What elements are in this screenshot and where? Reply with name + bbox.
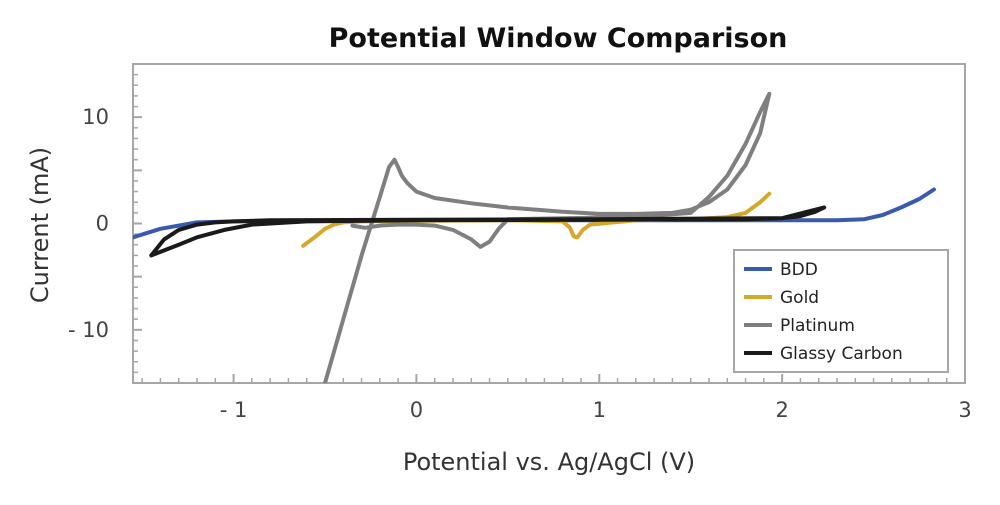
x-tick-label: 2: [775, 398, 788, 422]
legend-label: Glassy Carbon: [780, 344, 903, 364]
series-line-platinum: [323, 91, 772, 383]
y-tick-label: 0: [96, 212, 109, 236]
legend: BDD Gold Platinum Glassy Carbon: [733, 249, 949, 373]
legend-label: BDD: [780, 260, 818, 280]
x-tick-label: 1: [593, 398, 606, 422]
x-tick-label: 0: [410, 398, 423, 422]
y-tick-label: - 10: [68, 318, 109, 342]
x-tick-label: - 1: [220, 398, 248, 422]
series-lines: [133, 91, 936, 383]
y-tick-label: 10: [82, 105, 109, 129]
legend-label: Gold: [780, 288, 819, 308]
legend-label: Platinum: [780, 316, 855, 336]
x-axis-label: Potential vs. Ag/AgCl (V): [403, 448, 695, 476]
y-axis-label: Current (mA): [26, 147, 54, 303]
x-tick-label: 3: [958, 398, 971, 422]
chart-title: Potential Window Comparison: [329, 23, 788, 54]
series-line-glassy-carbon: [149, 205, 827, 258]
